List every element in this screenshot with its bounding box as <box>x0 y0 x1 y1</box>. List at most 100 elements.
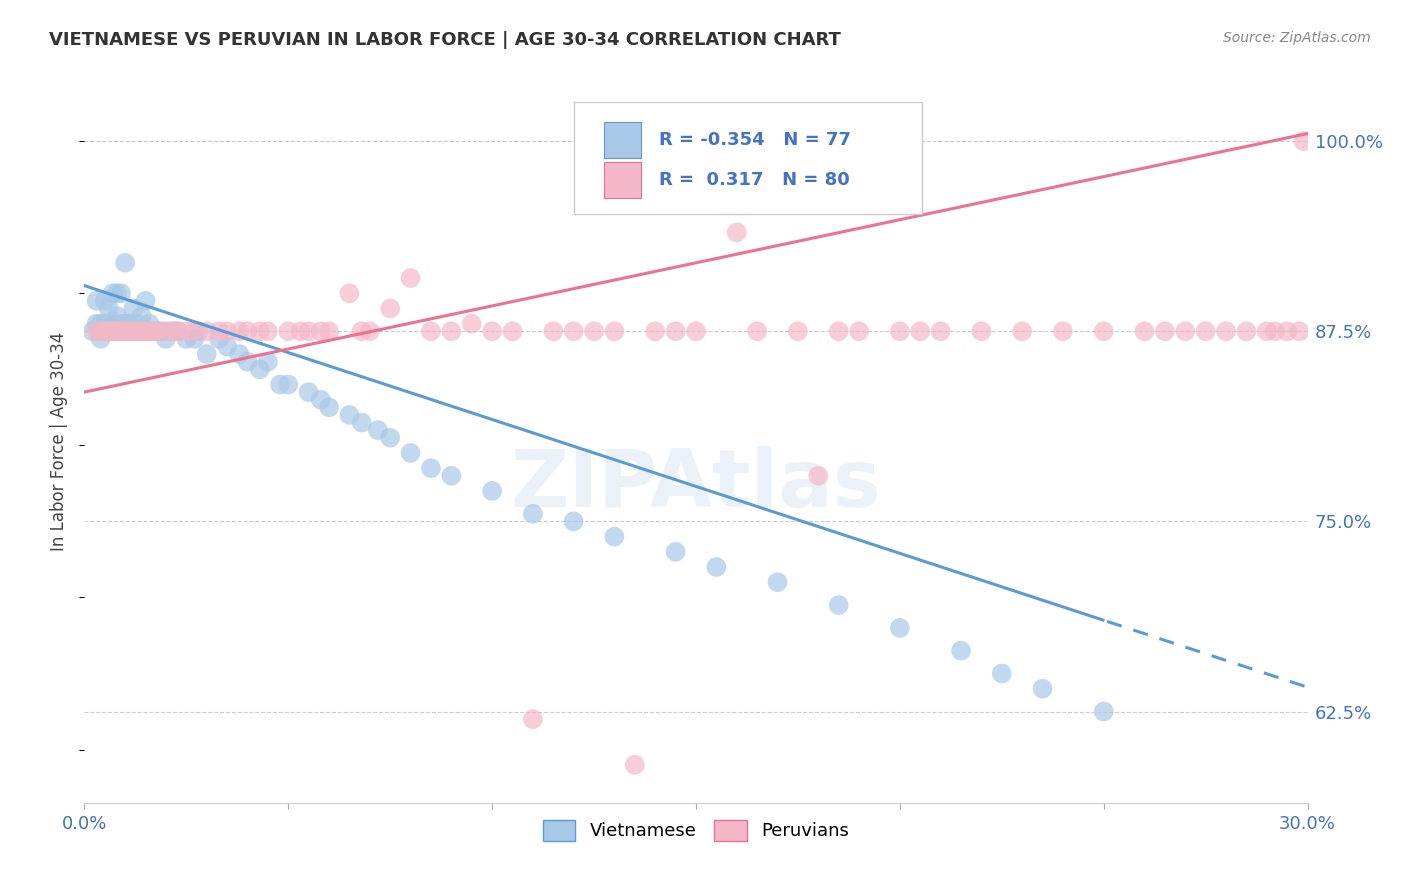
Text: Source: ZipAtlas.com: Source: ZipAtlas.com <box>1223 31 1371 45</box>
Point <box>146 324 169 338</box>
Point <box>183 324 205 338</box>
Point <box>155 332 177 346</box>
Text: R = -0.354   N = 77: R = -0.354 N = 77 <box>659 131 851 149</box>
Point <box>367 423 389 437</box>
Point <box>644 324 666 338</box>
Point <box>1092 324 1115 338</box>
Point <box>93 324 115 338</box>
Point <box>399 446 422 460</box>
Point <box>131 324 153 338</box>
Point <box>725 226 748 240</box>
Point <box>105 324 128 338</box>
Point <box>110 286 132 301</box>
Point <box>93 324 115 338</box>
Point <box>167 324 190 338</box>
Point <box>318 324 340 338</box>
Point <box>665 324 688 338</box>
Point <box>269 377 291 392</box>
Point <box>1011 324 1033 338</box>
FancyBboxPatch shape <box>605 122 641 158</box>
Point <box>787 324 810 338</box>
Text: VIETNAMESE VS PERUVIAN IN LABOR FORCE | AGE 30-34 CORRELATION CHART: VIETNAMESE VS PERUVIAN IN LABOR FORCE | … <box>49 31 841 49</box>
Point <box>86 317 108 331</box>
Point <box>543 324 565 338</box>
Point <box>93 317 115 331</box>
Point <box>440 468 463 483</box>
Point <box>110 324 132 338</box>
Point <box>420 461 443 475</box>
Point <box>1256 324 1278 338</box>
Point <box>399 271 422 285</box>
Point <box>350 324 373 338</box>
Point <box>118 317 141 331</box>
Point <box>217 339 239 353</box>
Point <box>848 324 870 338</box>
Point <box>298 385 321 400</box>
Point <box>298 324 321 338</box>
Point <box>195 324 218 338</box>
FancyBboxPatch shape <box>605 162 641 198</box>
Point <box>150 324 173 338</box>
Point <box>90 332 112 346</box>
Point <box>889 621 911 635</box>
Point <box>603 530 626 544</box>
Point <box>187 324 209 338</box>
Point <box>339 286 361 301</box>
Point <box>114 317 136 331</box>
Point <box>562 324 585 338</box>
Point <box>350 416 373 430</box>
Point <box>228 324 250 338</box>
Point <box>461 317 484 331</box>
Point <box>359 324 381 338</box>
Point <box>127 324 149 338</box>
Point <box>174 324 197 338</box>
Point <box>624 757 647 772</box>
Point <box>889 324 911 338</box>
Point <box>101 324 124 338</box>
Point <box>86 324 108 338</box>
Point <box>114 324 136 338</box>
Point <box>101 317 124 331</box>
Point <box>122 324 145 338</box>
Text: R =  0.317   N = 80: R = 0.317 N = 80 <box>659 171 851 189</box>
Point <box>970 324 993 338</box>
Point <box>86 293 108 308</box>
Point <box>1195 324 1218 338</box>
Point <box>97 301 120 316</box>
Y-axis label: In Labor Force | Age 30-34: In Labor Force | Age 30-34 <box>51 332 69 551</box>
Point <box>114 256 136 270</box>
Point <box>236 354 259 368</box>
Point <box>142 324 165 338</box>
Point <box>766 194 789 209</box>
Point <box>1133 324 1156 338</box>
Point <box>257 354 280 368</box>
Point <box>174 332 197 346</box>
Point <box>420 324 443 338</box>
Point <box>135 324 157 338</box>
Point <box>950 643 973 657</box>
Point <box>929 324 952 338</box>
Point <box>380 431 402 445</box>
Point <box>90 317 112 331</box>
Point <box>135 324 157 338</box>
Point <box>131 309 153 323</box>
Point <box>135 293 157 308</box>
Point <box>110 324 132 338</box>
Point <box>93 293 115 308</box>
Point <box>105 286 128 301</box>
Point <box>122 324 145 338</box>
Point <box>277 377 299 392</box>
Point <box>217 324 239 338</box>
Point <box>101 324 124 338</box>
Point <box>101 286 124 301</box>
Point <box>127 324 149 338</box>
Point <box>1236 324 1258 338</box>
Point <box>208 324 231 338</box>
Point <box>183 332 205 346</box>
Point <box>991 666 1014 681</box>
Point <box>167 324 190 338</box>
Point <box>138 324 160 338</box>
Point <box>522 507 544 521</box>
Point <box>1292 134 1315 148</box>
Point <box>118 324 141 338</box>
